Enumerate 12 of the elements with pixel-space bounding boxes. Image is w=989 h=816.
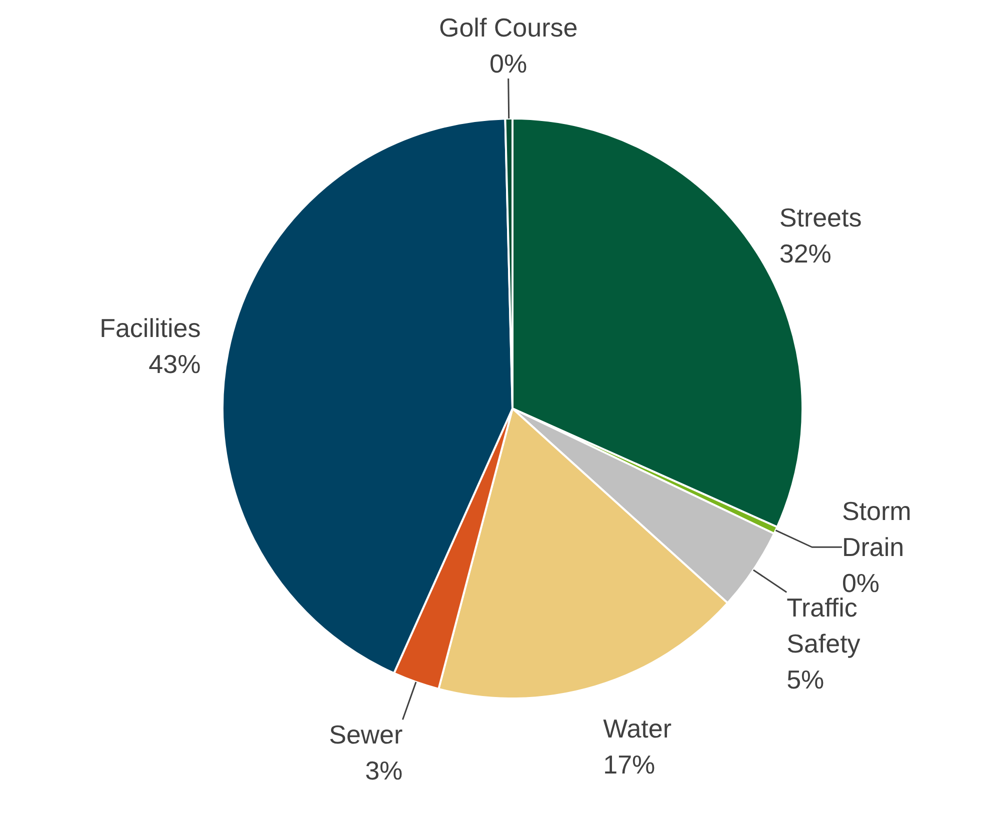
data-label: 3%	[365, 756, 403, 786]
slice-label: Facilities	[100, 312, 201, 343]
slice-label: Golf Course	[438, 12, 578, 43]
data-label: 5%	[786, 664, 824, 694]
slice-label: Storm Drain	[842, 496, 912, 562]
data-label: 0%	[490, 48, 528, 79]
slice-label: Water	[603, 713, 672, 744]
data-label: 43%	[148, 348, 201, 379]
data-label: 32%	[779, 238, 832, 269]
slice-label: Streets	[779, 202, 862, 233]
data-label: 17%	[603, 749, 656, 780]
slice-label: Sewer	[328, 720, 404, 750]
